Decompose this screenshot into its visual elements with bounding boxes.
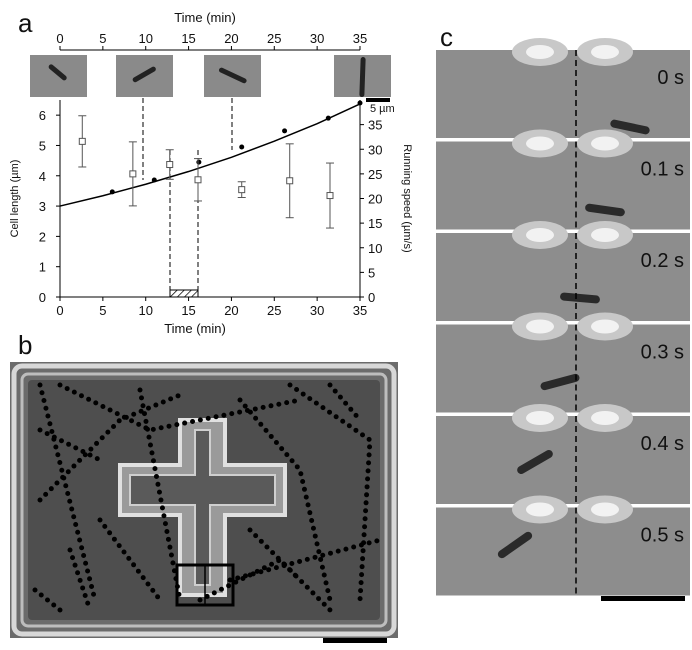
y-tick-label: 0 bbox=[39, 290, 46, 305]
y2-axis-title: Running speed (µm/s) bbox=[401, 144, 413, 252]
panel-label: a bbox=[18, 8, 33, 38]
top-x-axis-title: Time (min) bbox=[174, 10, 236, 25]
top-x-tick-label: 15 bbox=[181, 31, 195, 46]
scale-bar bbox=[601, 596, 685, 601]
x-tick-label: 35 bbox=[353, 303, 367, 318]
marker bbox=[196, 159, 202, 165]
marker bbox=[129, 170, 137, 178]
y2-tick-label: 30 bbox=[368, 142, 382, 157]
halo bbox=[591, 319, 619, 334]
cell bbox=[540, 373, 580, 391]
marker bbox=[238, 186, 246, 194]
top-x-tick-label: 30 bbox=[310, 31, 324, 46]
halo bbox=[526, 228, 554, 242]
cell bbox=[585, 203, 625, 217]
y2-tick-label: 35 bbox=[368, 118, 382, 133]
marker bbox=[239, 144, 245, 150]
micrographs bbox=[30, 55, 391, 298]
marker bbox=[78, 137, 86, 145]
cell bbox=[497, 531, 533, 559]
top-x-tick-label: 0 bbox=[56, 31, 63, 46]
frame-label: 0.2 s bbox=[641, 250, 684, 272]
halo bbox=[526, 319, 554, 334]
x-axis-title: Time (min) bbox=[164, 321, 226, 336]
y2-tick-label: 0 bbox=[368, 290, 375, 305]
halo bbox=[526, 136, 554, 151]
halo bbox=[526, 45, 554, 59]
halo bbox=[526, 502, 554, 517]
y-tick-label: 4 bbox=[39, 169, 46, 184]
frame bbox=[436, 50, 690, 138]
frame-label: 0.4 s bbox=[641, 433, 684, 455]
y-tick-label: 5 bbox=[39, 138, 46, 153]
marker bbox=[166, 161, 174, 169]
y-tick-label: 2 bbox=[39, 229, 46, 244]
y2-tick-label: 10 bbox=[368, 241, 382, 256]
cell bbox=[560, 292, 600, 304]
frame bbox=[436, 416, 690, 504]
x-tick-label: 20 bbox=[224, 303, 238, 318]
marker bbox=[194, 176, 202, 184]
top-x-tick-label: 5 bbox=[99, 31, 106, 46]
marker bbox=[286, 177, 294, 185]
chamber-image bbox=[10, 362, 398, 643]
frame bbox=[436, 233, 690, 321]
frame-label: 0 s bbox=[657, 67, 684, 89]
halo bbox=[526, 411, 554, 425]
scale-bar-label: 5 µm bbox=[370, 103, 395, 115]
x-tick-label: 0 bbox=[56, 303, 63, 318]
frame bbox=[436, 141, 690, 230]
frame bbox=[436, 507, 690, 596]
fit-line bbox=[59, 103, 361, 207]
marker bbox=[326, 192, 334, 200]
frame-label: 0.1 s bbox=[641, 159, 684, 181]
frame-label: 0.5 s bbox=[641, 525, 684, 547]
frames: 0 s 0.1 s 0.2 s 0.3 s 0.4 s 0.5 s bbox=[436, 38, 690, 596]
y2-tick-label: 15 bbox=[368, 216, 382, 231]
frame-label: 0.3 s bbox=[641, 342, 684, 364]
y2-tick-label: 20 bbox=[368, 192, 382, 207]
x-tick-label: 30 bbox=[310, 303, 324, 318]
halo bbox=[591, 136, 619, 151]
halo bbox=[591, 228, 619, 242]
halo bbox=[591, 502, 619, 517]
y2-tick-label: 5 bbox=[368, 265, 375, 280]
panel-label: b bbox=[18, 330, 32, 360]
top-x-tick-label: 10 bbox=[138, 31, 152, 46]
x-tick-label: 15 bbox=[181, 303, 195, 318]
top-x-tick-label: 25 bbox=[267, 31, 281, 46]
halo bbox=[591, 411, 619, 425]
x-tick-label: 5 bbox=[99, 303, 106, 318]
top-x-tick-label: 35 bbox=[353, 31, 367, 46]
panel-label: c bbox=[440, 22, 453, 52]
marker bbox=[282, 128, 288, 134]
y-tick-label: 6 bbox=[39, 108, 46, 123]
y2-tick-label: 25 bbox=[368, 167, 382, 182]
y-axis-title: Cell length (µm) bbox=[9, 160, 21, 238]
x-tick-label: 25 bbox=[267, 303, 281, 318]
y-tick-label: 1 bbox=[39, 260, 46, 275]
chart: 0055101015152020252530303535012345605101… bbox=[9, 10, 413, 336]
x-tick-label: 10 bbox=[138, 303, 152, 318]
top-x-tick-label: 20 bbox=[224, 31, 238, 46]
cell bbox=[517, 450, 553, 474]
y-tick-label: 3 bbox=[39, 199, 46, 214]
halo bbox=[591, 45, 619, 59]
cell bbox=[610, 119, 650, 135]
frame bbox=[436, 324, 690, 413]
